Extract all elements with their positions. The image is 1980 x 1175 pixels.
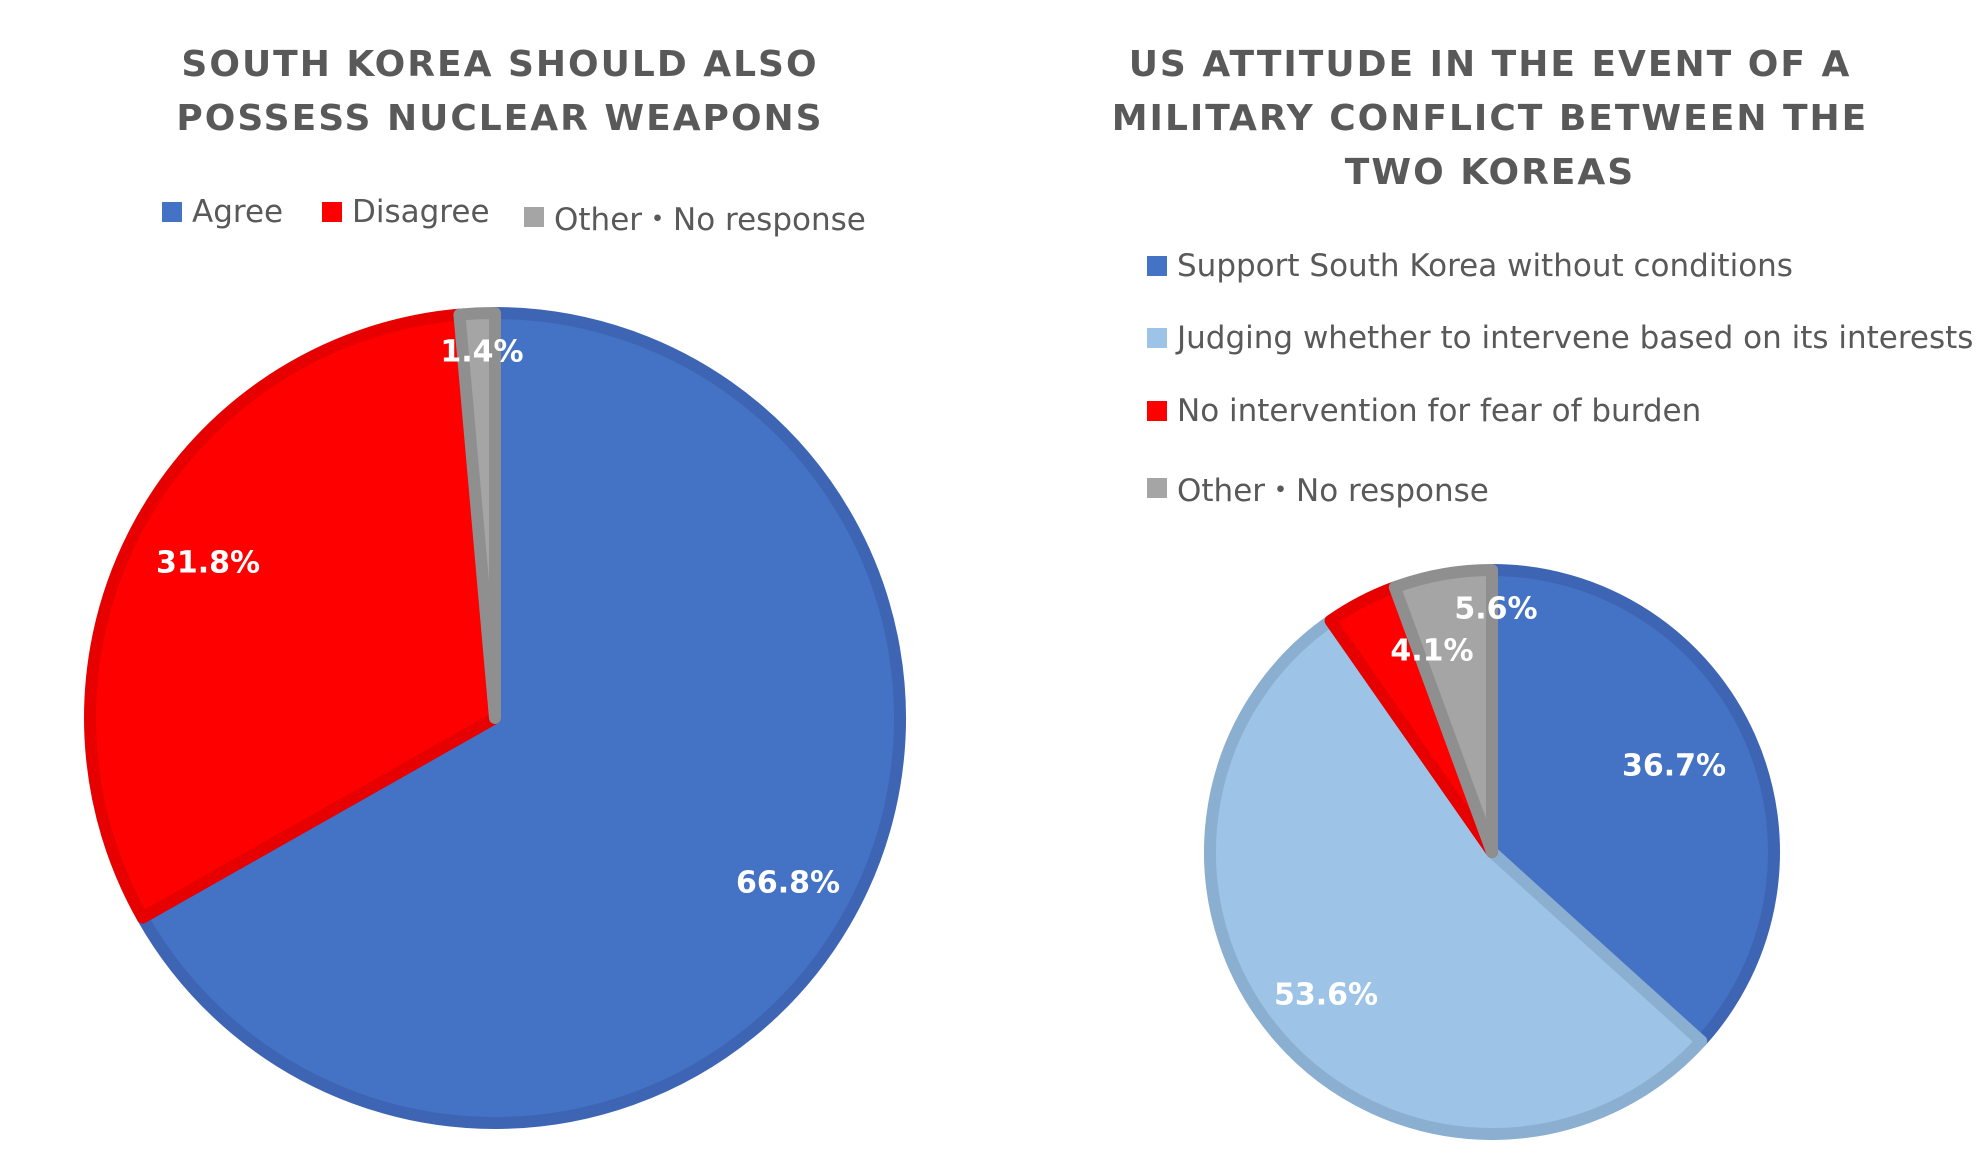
chart1-title-line-2: POSSESS NUCLEAR WEAPONS <box>176 98 824 139</box>
chart2-data-label-2: 4.1% <box>1390 634 1473 669</box>
chart2-data-label-3: 5.6% <box>1454 592 1537 627</box>
chart2-legend-judging: Judging whether to intervene based on it… <box>1147 320 1973 356</box>
chart2-slice-3 <box>1388 564 1498 858</box>
chart1-legend-swatch-disagree <box>322 202 342 222</box>
chart2-legend-no-intervention: No intervention for fear of burden <box>1147 393 1701 429</box>
chart1-legend-label-disagree: Disagree <box>352 194 490 230</box>
chart1-legend-swatch-other <box>524 206 544 227</box>
chart1-slice-2 <box>453 307 501 724</box>
chart1-legend-disagree: Disagree <box>322 194 490 230</box>
chart1-legend-agree: Agree <box>162 194 283 230</box>
chart2-slice-1 <box>1204 614 1708 1140</box>
chart2-legend-support: Support South Korea without conditions <box>1147 248 1793 284</box>
chart2-data-label-1: 53.6% <box>1274 978 1378 1013</box>
chart1-slice-1 <box>84 308 501 924</box>
chart1-legend-label-agree: Agree <box>192 194 284 230</box>
chart2-legend-label-judging: Judging whether to intervene based on it… <box>1177 320 1974 356</box>
chart1-legend-other: Other・No response <box>524 194 866 239</box>
chart1-title-line-1: SOUTH KOREA SHOULD ALSO <box>181 44 819 85</box>
chart2-legend-swatch-judging <box>1147 328 1167 348</box>
chart2-title-line-2: MILITARY CONFLICT BETWEEN THE <box>1111 98 1869 139</box>
chart1-title: SOUTH KOREA SHOULD ALSO POSSESS NUCLEAR … <box>150 38 850 146</box>
chart2-legend-swatch-no-intervention <box>1147 401 1167 421</box>
chart2-legend-label-other: Other・No response <box>1177 473 1489 509</box>
chart1-data-label-1: 31.8% <box>156 546 260 581</box>
chart2-legend-label-support: Support South Korea without conditions <box>1177 248 1793 284</box>
chart2-title: US ATTITUDE IN THE EVENT OF A MILITARY C… <box>1100 38 1880 200</box>
chart2-slice-0 <box>1486 564 1780 1048</box>
chart2-data-label-0: 36.7% <box>1622 749 1726 784</box>
chart1-legend-label-other: Other・No response <box>554 202 866 238</box>
chart2-legend-swatch-other <box>1147 477 1167 498</box>
chart2-legend-other: Other・No response <box>1147 465 1489 510</box>
chart2-title-line-1: US ATTITUDE IN THE EVENT OF A <box>1128 44 1852 85</box>
chart1-slice-0 <box>136 307 906 1129</box>
chart1-data-label-2: 1.4% <box>440 335 523 370</box>
chart2-title-line-3: TWO KOREAS <box>1344 152 1636 193</box>
chart1-legend-swatch-agree <box>162 202 182 222</box>
chart2-legend-label-no-intervention: No intervention for fear of burden <box>1177 393 1702 429</box>
chart1-data-label-0: 66.8% <box>736 866 840 901</box>
chart2-legend-swatch-support <box>1147 256 1167 276</box>
